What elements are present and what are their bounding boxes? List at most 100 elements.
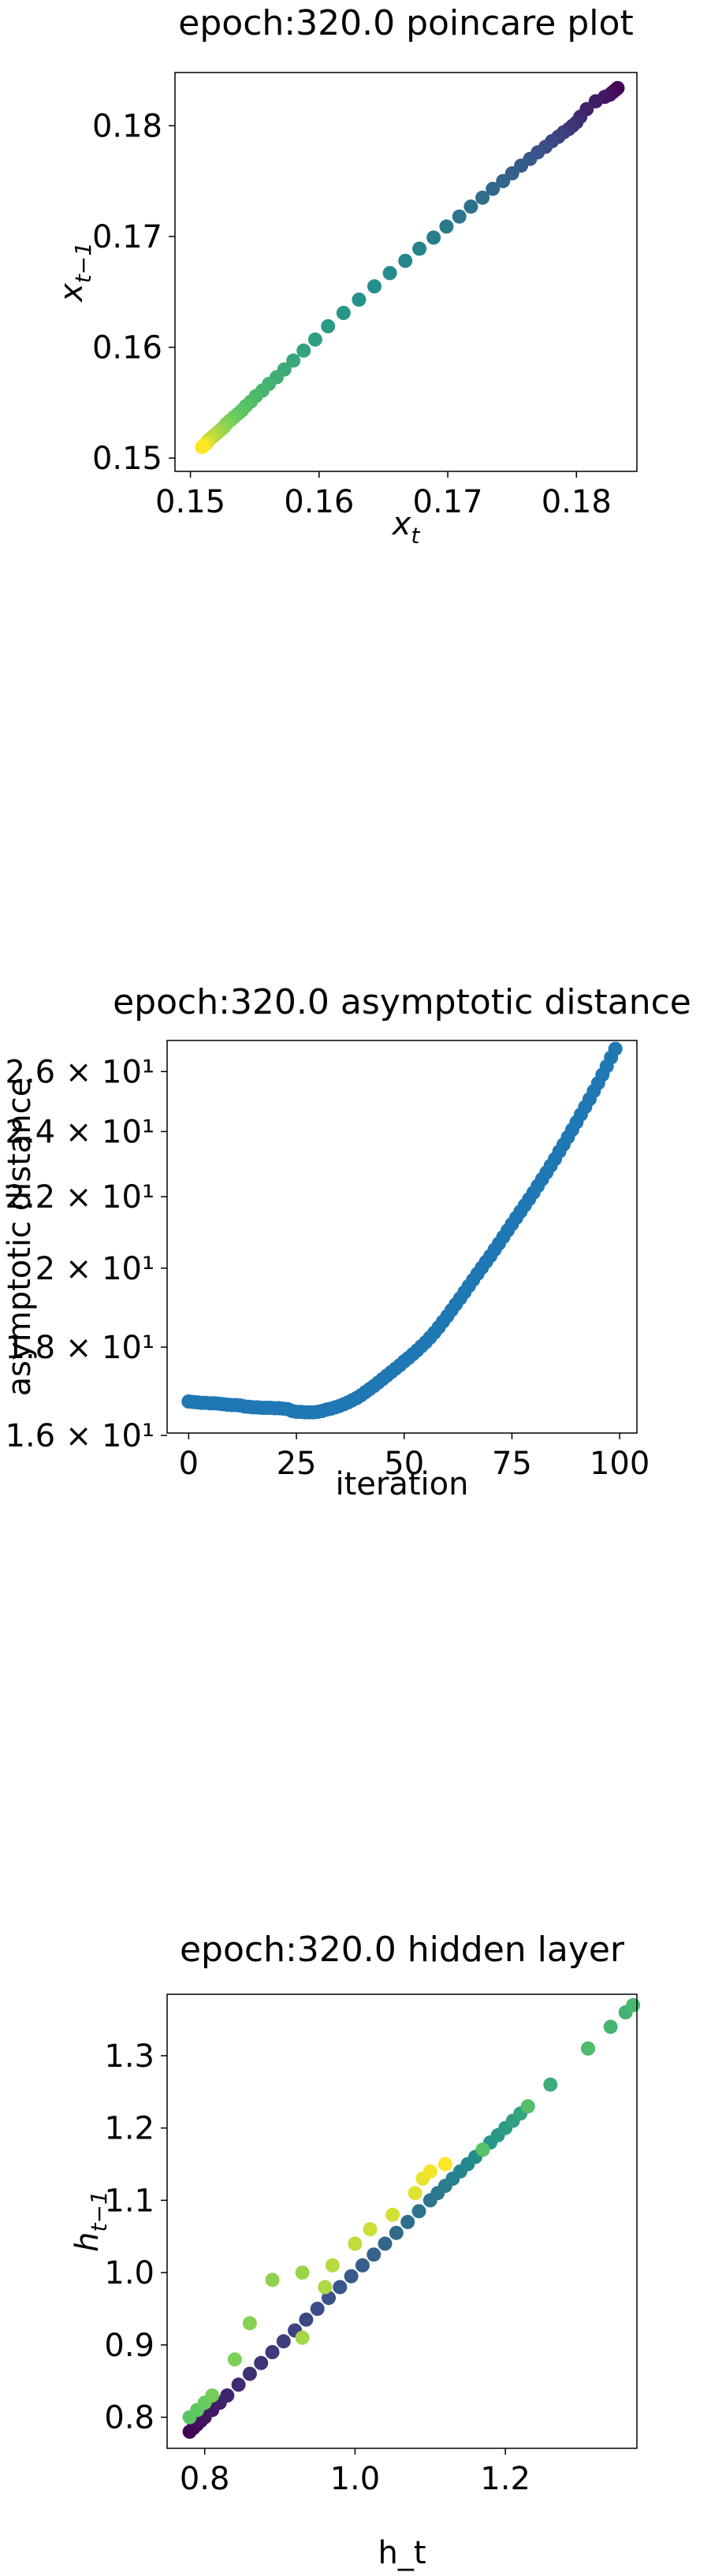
data-point bbox=[398, 253, 413, 268]
data-point bbox=[265, 2345, 280, 2359]
data-point bbox=[382, 266, 397, 281]
y-tick-label: 0.17 bbox=[92, 219, 162, 255]
data-point bbox=[242, 2366, 257, 2381]
plot-frame bbox=[166, 1993, 638, 2449]
y-tick-label: 0.8 bbox=[104, 2400, 154, 2436]
data-point bbox=[318, 2280, 333, 2295]
x-tick-label: 0.8 bbox=[180, 2461, 230, 2497]
data-point bbox=[296, 343, 311, 358]
plot-frame bbox=[166, 1040, 638, 1434]
chart-2: epoch:320.0 asymptotic distance 0 25 50 75 10… bbox=[2, 982, 691, 1502]
y-tick-label: 0.18 bbox=[92, 108, 162, 144]
data-point bbox=[355, 2258, 370, 2273]
y-tick-label: 1.8 × 10¹ bbox=[6, 1330, 155, 1366]
data-point bbox=[348, 2236, 363, 2251]
data-point bbox=[423, 2164, 437, 2179]
data-point bbox=[286, 353, 301, 368]
data-point bbox=[385, 2207, 400, 2222]
y-tick-label: 1.6 × 10¹ bbox=[6, 1418, 155, 1454]
x-tick-label: 50 bbox=[384, 1446, 424, 1482]
data-point bbox=[336, 306, 351, 320]
data-point bbox=[378, 2236, 393, 2251]
chart-3: epoch:320.0 hidden layer 0.8 1.0 1.2 0.8 0.9 1… bbox=[69, 1930, 641, 2571]
chart-title: epoch:320.0 hidden layer bbox=[180, 1930, 625, 1970]
chart-title: epoch:320.0 poincare plot bbox=[178, 3, 633, 43]
y-tick-label: 2.4 × 10¹ bbox=[6, 1114, 155, 1150]
data-point bbox=[475, 2142, 490, 2157]
y-tick-label: 1.2 bbox=[104, 2111, 154, 2147]
data-point bbox=[452, 209, 467, 224]
y-tick-label: 1.0 bbox=[104, 2255, 154, 2291]
y-tick-label: 0.16 bbox=[92, 330, 162, 367]
data-points bbox=[181, 1041, 623, 1420]
data-point bbox=[426, 230, 441, 245]
y-axis-label: ht−1 bbox=[69, 2191, 112, 2252]
chart-title: epoch:320.0 asymptotic distance bbox=[113, 982, 691, 1022]
data-point bbox=[352, 292, 367, 307]
data-point bbox=[307, 332, 322, 347]
x-tick-label: 1.0 bbox=[330, 2461, 381, 2497]
x-tick-label: 0.15 bbox=[155, 484, 225, 520]
data-point bbox=[325, 2258, 340, 2273]
x-tick-label: 100 bbox=[590, 1446, 650, 1482]
data-points bbox=[182, 1997, 641, 2439]
data-point bbox=[439, 219, 454, 234]
data-point bbox=[321, 318, 336, 333]
data-point bbox=[242, 2316, 257, 2331]
data-point bbox=[520, 2099, 535, 2114]
x-tick-label: 75 bbox=[492, 1446, 532, 1482]
x-tick-label: 0.17 bbox=[413, 484, 483, 520]
data-point bbox=[310, 2302, 325, 2316]
x-axis-label: xt bbox=[391, 506, 421, 549]
x-axis-label: iteration bbox=[336, 1466, 469, 1502]
data-point bbox=[437, 2157, 452, 2172]
data-point bbox=[603, 2019, 618, 2034]
y-tick-label: 2.2 × 10¹ bbox=[6, 1179, 155, 1215]
data-point bbox=[486, 181, 501, 196]
data-point bbox=[265, 2273, 280, 2288]
x-tick-label: 1.2 bbox=[480, 2461, 530, 2497]
data-point bbox=[254, 2355, 269, 2370]
y-tick-label: 0.15 bbox=[92, 441, 162, 477]
data-point bbox=[463, 199, 478, 214]
data-point bbox=[322, 2291, 336, 2306]
y-tick-label: 1.3 bbox=[104, 2038, 154, 2075]
data-point bbox=[220, 2388, 235, 2403]
x-tick-label: 25 bbox=[277, 1446, 317, 1482]
data-point bbox=[276, 2334, 291, 2349]
data-point bbox=[344, 2269, 359, 2284]
chart-1: epoch:320.0 poincare plot 0.15 0.16 0.17 0.1… bbox=[54, 3, 638, 549]
y-axis-label: asymptotic distance bbox=[2, 1078, 38, 1397]
data-point bbox=[367, 2247, 382, 2262]
data-point bbox=[411, 2204, 426, 2219]
plot-frame bbox=[174, 72, 638, 472]
x-axis-label: h_t bbox=[378, 2535, 426, 2571]
data-point bbox=[295, 2330, 310, 2345]
data-point bbox=[408, 2186, 423, 2201]
data-point bbox=[333, 2280, 348, 2295]
data-point bbox=[581, 2041, 595, 2056]
data-point bbox=[205, 2388, 220, 2403]
data-point bbox=[363, 2222, 378, 2237]
x-tick-label: 0 bbox=[179, 1446, 199, 1482]
data-point bbox=[400, 2214, 415, 2229]
data-point bbox=[412, 241, 427, 256]
data-point bbox=[608, 1041, 623, 1056]
data-point bbox=[389, 2225, 404, 2240]
data-point bbox=[299, 2312, 314, 2327]
data-point bbox=[475, 190, 490, 205]
y-tick-label: 0.9 bbox=[104, 2328, 154, 2364]
x-tick-label: 0.16 bbox=[284, 484, 354, 520]
data-point bbox=[195, 440, 210, 455]
data-point bbox=[543, 2077, 558, 2092]
data-point bbox=[231, 2377, 246, 2392]
data-point bbox=[295, 2265, 310, 2280]
y-tick-label: 1.1 bbox=[104, 2183, 154, 2219]
y-axis-label: xt−1 bbox=[54, 242, 96, 303]
data-point bbox=[227, 2352, 242, 2367]
data-points bbox=[195, 80, 625, 455]
data-point bbox=[626, 1997, 641, 2012]
y-tick-label: 2.6 × 10¹ bbox=[6, 1054, 155, 1090]
x-tick-label: 0.18 bbox=[542, 484, 612, 520]
